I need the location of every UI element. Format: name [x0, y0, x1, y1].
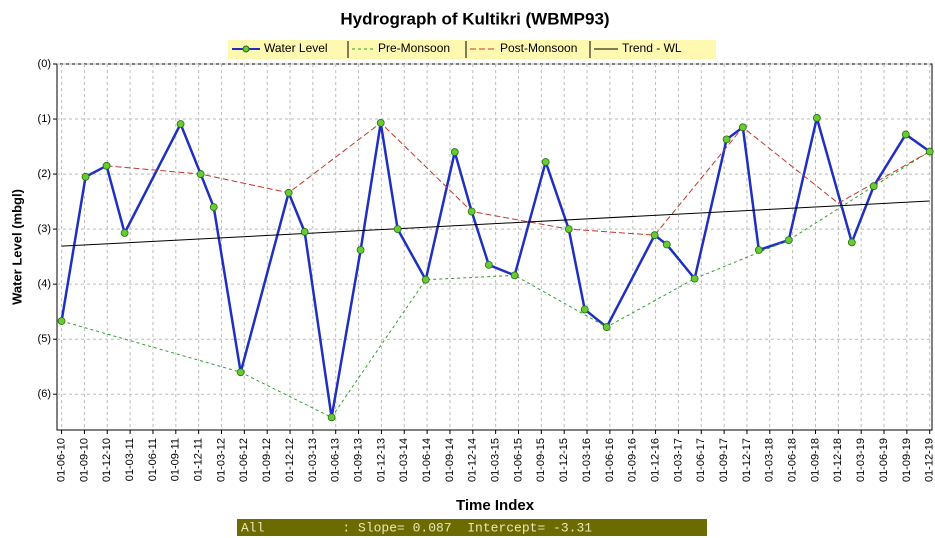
- data-point: [662, 240, 671, 249]
- x-tick-label: 01-03-12: [215, 438, 227, 482]
- data-point: [812, 114, 821, 122]
- data-point: [722, 135, 731, 144]
- x-tick-label: 01-03-13: [307, 438, 319, 482]
- x-tick-label: 01-09-10: [78, 438, 90, 482]
- x-tick-label: 01-09-11: [170, 438, 182, 481]
- x-tick-label: 01-03-16: [581, 438, 593, 482]
- x-tick-label: 01-12-13: [375, 438, 387, 482]
- plot-area: [56, 63, 933, 431]
- x-tick-label: 01-03-15: [490, 438, 502, 482]
- data-point: [327, 413, 336, 422]
- x-tick-label: 01-09-14: [444, 438, 456, 482]
- data-point: [120, 229, 129, 237]
- legend-label: Water Level: [264, 41, 328, 55]
- x-tick-label: 01-12-12: [284, 438, 296, 482]
- chart-title: Hydrograph of Kultikri (WBMP93): [340, 9, 609, 28]
- x-tick-label: 01-09-15: [535, 438, 547, 482]
- legend-label: Pre-Monsoon: [378, 41, 450, 55]
- x-tick-label: 01-06-13: [330, 438, 342, 482]
- data-point: [284, 188, 293, 197]
- data-point: [510, 271, 519, 280]
- data-point: [484, 260, 493, 269]
- x-tick-label: 01-06-17: [695, 438, 707, 482]
- data-point: [421, 275, 430, 284]
- x-tick-label: 01-06-18: [787, 438, 799, 482]
- series-line: [106, 122, 930, 236]
- x-tick-label: 01-06-12: [238, 438, 250, 482]
- y-tick-label: (6): [38, 388, 51, 400]
- x-tick-label: 01-12-18: [832, 438, 844, 482]
- data-point: [650, 231, 659, 240]
- x-tick-label: 01-06-19: [878, 438, 890, 482]
- x-tick-label: 01-12-19: [924, 438, 935, 482]
- x-tick-label: 01-06-10: [55, 438, 67, 482]
- data-point: [847, 238, 856, 247]
- y-tick-label: (3): [38, 223, 51, 235]
- x-tick-label: 01-12-14: [467, 438, 479, 482]
- y-tick-label: (2): [38, 168, 51, 180]
- data-point: [925, 147, 934, 156]
- data-point: [196, 170, 205, 178]
- x-tick-label: 01-12-11: [193, 438, 205, 481]
- x-axis-title: Time Index: [456, 497, 535, 514]
- x-tick-label: 01-03-18: [764, 438, 776, 482]
- x-tick-label: 01-06-11: [147, 438, 159, 481]
- footer-text: All : Slope= 0.087 Intercept= -3.31: [241, 520, 592, 535]
- x-tick-label: 01-09-13: [352, 438, 364, 482]
- data-point: [602, 323, 611, 331]
- x-tick-label: 01-12-17: [741, 438, 753, 482]
- series-line: [61, 151, 930, 418]
- data-point: [236, 368, 245, 377]
- y-axis-title: Water Level (mbgl): [9, 189, 24, 305]
- data-point: [580, 305, 589, 314]
- x-tick-label: 01-03-11: [124, 438, 136, 481]
- x-tick-label: 01-12-16: [649, 438, 661, 482]
- data-point: [176, 120, 185, 128]
- data-point: [102, 161, 111, 170]
- data-point: [356, 246, 365, 254]
- x-tick-label: 01-09-18: [809, 438, 821, 482]
- footer-box: [237, 519, 707, 536]
- data-point: [869, 182, 878, 191]
- x-tick-label: 01-09-12: [261, 438, 273, 482]
- x-tick-label: 01-12-10: [101, 438, 113, 482]
- data-point: [81, 172, 90, 181]
- y-tick-label: (4): [38, 278, 51, 290]
- data-point: [300, 227, 309, 236]
- data-point: [467, 207, 476, 216]
- x-tick-label: 01-09-17: [718, 438, 730, 482]
- x-tick-label: 01-03-17: [672, 438, 684, 482]
- data-point: [209, 203, 218, 211]
- legend-label: Trend - WL: [622, 41, 682, 55]
- x-tick-label: 01-03-14: [398, 438, 410, 482]
- data-point: [541, 158, 550, 166]
- legend-marker: [242, 45, 250, 53]
- data-point: [690, 274, 699, 283]
- data-point: [564, 225, 573, 234]
- x-tick-label: 01-03-19: [855, 438, 867, 482]
- legend-label: Post-Monsoon: [500, 41, 577, 55]
- y-tick-label: (0): [38, 58, 51, 70]
- x-tick-label: 01-06-15: [512, 438, 524, 482]
- data-point: [57, 317, 66, 325]
- y-tick-label: (1): [38, 113, 51, 125]
- data-point: [738, 123, 747, 132]
- data-point: [393, 225, 402, 234]
- x-tick-label: 01-09-16: [627, 438, 639, 482]
- data-point: [784, 236, 793, 245]
- x-tick-label: 01-06-14: [421, 438, 433, 482]
- data-point: [450, 148, 459, 156]
- y-tick-label: (5): [38, 333, 51, 345]
- series-line: [61, 200, 930, 247]
- data-point: [754, 246, 763, 254]
- x-tick-label: 01-09-19: [901, 438, 913, 482]
- x-tick-label: 01-12-15: [558, 438, 570, 482]
- data-point: [376, 118, 385, 127]
- x-tick-label: 01-06-16: [604, 438, 616, 482]
- data-point: [901, 130, 910, 139]
